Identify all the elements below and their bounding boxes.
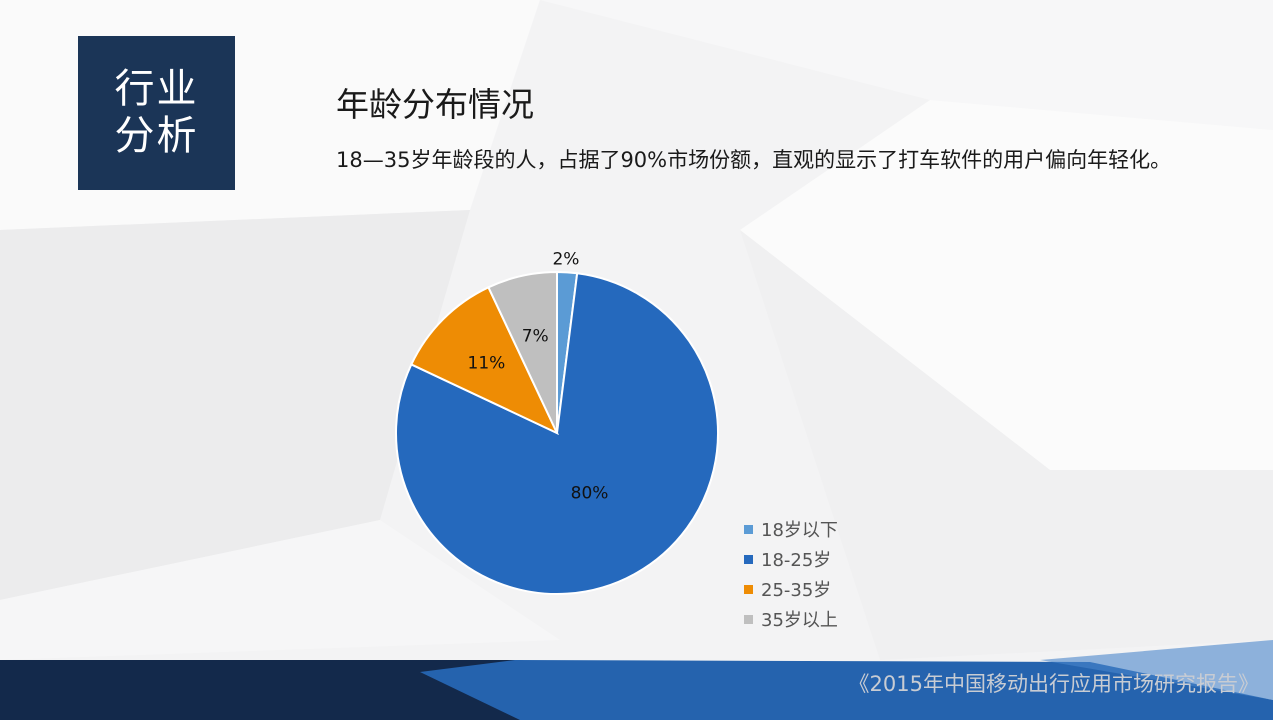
footer-band-blue xyxy=(420,660,1273,720)
age-pie-chart: 2% 80% 11% 7% xyxy=(395,249,719,595)
legend-item: 35岁以上 xyxy=(744,604,838,634)
legend-label: 35岁以上 xyxy=(761,610,838,631)
chart-legend: 18岁以下 18-25岁 25-35岁 35岁以上 xyxy=(744,514,838,634)
legend-swatch xyxy=(744,614,753,624)
legend-item: 18岁以下 xyxy=(744,514,838,544)
legend-label: 25-35岁 xyxy=(761,580,832,601)
section-badge-label: 行业分析 xyxy=(114,66,199,159)
legend-swatch xyxy=(744,524,753,534)
legend-swatch xyxy=(744,554,753,564)
legend-item: 25-35岁 xyxy=(744,574,838,604)
legend-label: 18-25岁 xyxy=(761,550,832,571)
legend-item: 18-25岁 xyxy=(744,544,838,574)
pie-data-label: 11% xyxy=(468,353,506,373)
page-title: 年龄分布情况 xyxy=(336,85,534,124)
pie-data-label: 7% xyxy=(522,327,549,347)
pie-data-label: 80% xyxy=(571,483,609,503)
source-citation: 《2015年中国移动出行应用市场研究报告》 xyxy=(848,672,1259,696)
page-description: 18—35岁年龄段的人，占据了90%市场份额，直观的显示了打车软件的用户偏向年轻… xyxy=(336,148,1172,172)
pie-data-label: 2% xyxy=(552,249,579,269)
legend-swatch xyxy=(744,584,753,594)
pie-slice xyxy=(487,270,558,434)
legend-label: 18岁以下 xyxy=(761,520,838,541)
pie-slice xyxy=(409,285,560,436)
section-badge: 行业分析 xyxy=(78,36,235,190)
